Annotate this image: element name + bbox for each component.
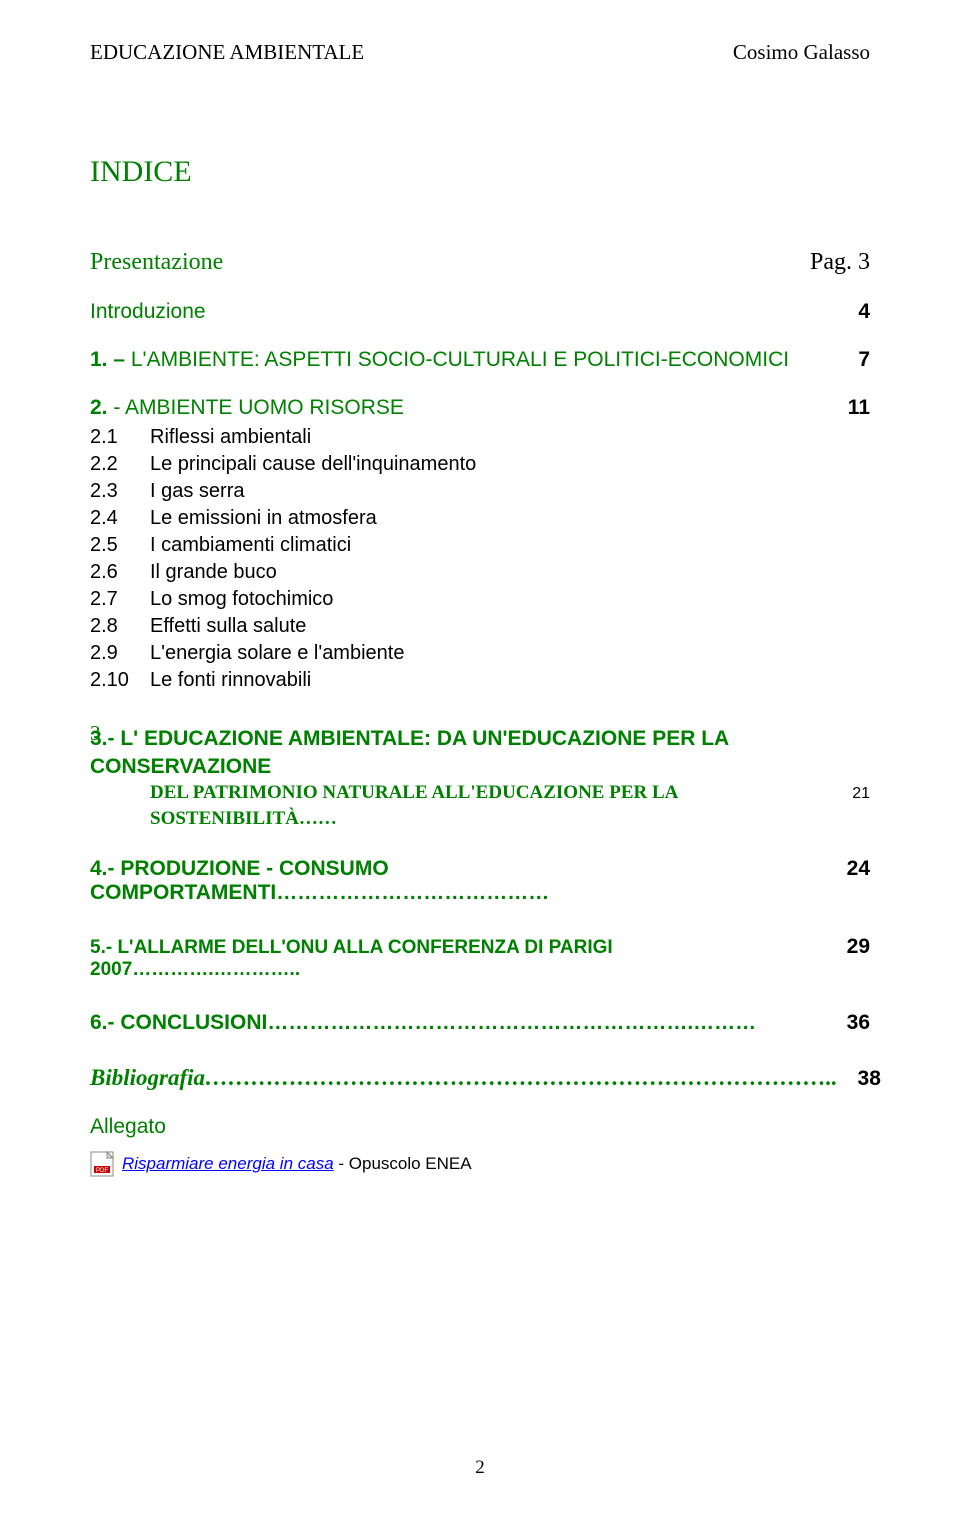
toc-sub-row: 2.2 Le principali cause dell'inquinament… — [90, 451, 870, 478]
toc-sub-row: 2.9 L'energia solare e l'ambiente — [90, 640, 870, 667]
toc-sub-row: 2.6 Il grande buco — [90, 559, 870, 586]
toc-biblio-label: Bibliografia……………………………………………………………………….… — [90, 1065, 858, 1091]
toc-sub-num: 2.2 — [90, 451, 150, 478]
toc-sec1-page: 7 — [810, 348, 870, 372]
attachment-link[interactable]: Risparmiare energia in casa — [122, 1154, 334, 1173]
header-left: EDUCAZIONE AMBIENTALE — [90, 40, 364, 65]
toc-sub-label: Le principali cause dell'inquinamento — [150, 451, 476, 478]
toc-sub-label: Il grande buco — [150, 559, 277, 586]
toc-sub-num: 2.3 — [90, 478, 150, 505]
toc-sub-row: 2.1 Riflessi ambientali — [90, 424, 870, 451]
toc-sec1-num: 1. – — [90, 348, 131, 371]
toc-biblio-page: 38 — [858, 1067, 881, 1091]
attachment-text: Risparmiare energia in casa - Opuscolo E… — [122, 1154, 472, 1174]
running-header: EDUCAZIONE AMBIENTALE Cosimo Galasso — [90, 40, 870, 65]
pdf-icon: PDF — [90, 1151, 114, 1177]
toc-sec2-num: 2. — [90, 396, 113, 419]
toc-sec1-title: L'AMBIENTE: ASPETTI SOCIO-CULTURALI E PO… — [131, 348, 789, 371]
toc-sub-label: L'energia solare e l'ambiente — [150, 640, 404, 667]
toc-sub-num: 2.4 — [90, 505, 150, 532]
toc-sub-row: 2.7 Lo smog fotochimico — [90, 586, 870, 613]
toc-sub-row: 2.4 Le emissioni in atmosfera — [90, 505, 870, 532]
attachment-row: PDF Risparmiare energia in casa - Opusco… — [90, 1151, 870, 1177]
toc-sec5-page: 29 — [810, 935, 870, 959]
toc-sub-num: 2.1 — [90, 424, 150, 451]
toc-row-sec4: 4.- PRODUZIONE - CONSUMO COMPORTAMENTI……… — [90, 857, 870, 905]
toc-sub-label: Effetti sulla salute — [150, 613, 306, 640]
toc-presentazione-page: Pag. 3 — [760, 249, 870, 276]
toc-sec3-line1-span: 3.- L' EDUCAZIONE AMBIENTALE: DA UN'EDUC… — [90, 727, 728, 777]
toc-sub-label: I cambiamenti climatici — [150, 532, 351, 559]
toc-sec4-page: 24 — [810, 857, 870, 881]
toc-sub-num: 2.10 — [90, 667, 150, 694]
page-number: 2 — [0, 1457, 960, 1479]
svg-text:PDF: PDF — [96, 1168, 108, 1174]
toc-row-biblio: Bibliografia……………………………………………………………………….… — [90, 1065, 870, 1091]
toc-sec3-line1-row: 3.- L' EDUCAZIONE AMBIENTALE: DA UN'EDUC… — [90, 725, 870, 780]
toc-sub-row: 2.5 I cambiamenti climatici — [90, 532, 870, 559]
toc-sub-num: 2.9 — [90, 640, 150, 667]
toc-sec4-label: 4.- PRODUZIONE - CONSUMO COMPORTAMENTI……… — [90, 857, 810, 905]
toc-sec2-label: 2. - AMBIENTE UOMO RISORSE — [90, 396, 810, 420]
toc-sec3-page: 21 — [852, 785, 870, 803]
attachment-tail: - Opuscolo ENEA — [334, 1154, 472, 1173]
toc-sec3-line2: DEL PATRIMONIO NATURALE ALL'EDUCAZIONE P… — [90, 780, 852, 831]
toc-sec1-label: 1. – L'AMBIENTE: ASPETTI SOCIO-CULTURALI… — [90, 348, 810, 372]
toc-row-introduzione: Introduzione 4 — [90, 300, 870, 324]
toc-row-sec3-real: 3.- L' EDUCAZIONE AMBIENTALE: DA UN'EDUC… — [90, 725, 870, 831]
toc-introduzione-label: Introduzione — [90, 300, 810, 324]
toc-sub-num: 2.5 — [90, 532, 150, 559]
toc-sec2-title: - AMBIENTE UOMO RISORSE — [113, 396, 404, 419]
toc-sub-row: 2.3 I gas serra — [90, 478, 870, 505]
toc-sub-label: Riflessi ambientali — [150, 424, 311, 451]
toc-sub-row: 2.10 Le fonti rinnovabili — [90, 667, 870, 694]
toc-introduzione-page: 4 — [810, 300, 870, 324]
toc-sub-row: 2.8 Effetti sulla salute — [90, 613, 870, 640]
toc-row-sec1: 1. – L'AMBIENTE: ASPETTI SOCIO-CULTURALI… — [90, 348, 870, 372]
toc-sec2-page: 11 — [810, 396, 870, 420]
toc-row-sec5: 5.- L'ALLARME DELL'ONU ALLA CONFERENZA D… — [90, 935, 870, 981]
toc-sub-label: I gas serra — [150, 478, 244, 505]
toc-sub-num: 2.6 — [90, 559, 150, 586]
header-right: Cosimo Galasso — [733, 40, 870, 65]
toc-sub-label: Le emissioni in atmosfera — [150, 505, 377, 532]
toc-sec3-line2-row: DEL PATRIMONIO NATURALE ALL'EDUCAZIONE P… — [90, 780, 870, 831]
toc-allegato-label: Allegato — [90, 1115, 870, 1139]
toc-sub-label: Le fonti rinnovabili — [150, 667, 311, 694]
page: EDUCAZIONE AMBIENTALE Cosimo Galasso IND… — [0, 0, 960, 1513]
toc-row-presentazione: Presentazione Pag. 3 — [90, 249, 870, 276]
toc-sub-label: Lo smog fotochimico — [150, 586, 333, 613]
toc-row-sec2: 2. - AMBIENTE UOMO RISORSE 11 — [90, 396, 870, 420]
toc-sub-num: 2.8 — [90, 613, 150, 640]
toc-presentazione-label: Presentazione — [90, 249, 760, 276]
toc-row-sec6: 6.- CONCLUSIONI…………………………………………………….……… … — [90, 1011, 870, 1035]
toc-title: INDICE — [90, 155, 870, 189]
toc-sec5-label: 5.- L'ALLARME DELL'ONU ALLA CONFERENZA D… — [90, 937, 810, 981]
toc-sec6-page: 36 — [810, 1011, 870, 1035]
toc-sub-num: 2.7 — [90, 586, 150, 613]
toc-sec6-label: 6.- CONCLUSIONI…………………………………………………….……… — [90, 1011, 810, 1035]
